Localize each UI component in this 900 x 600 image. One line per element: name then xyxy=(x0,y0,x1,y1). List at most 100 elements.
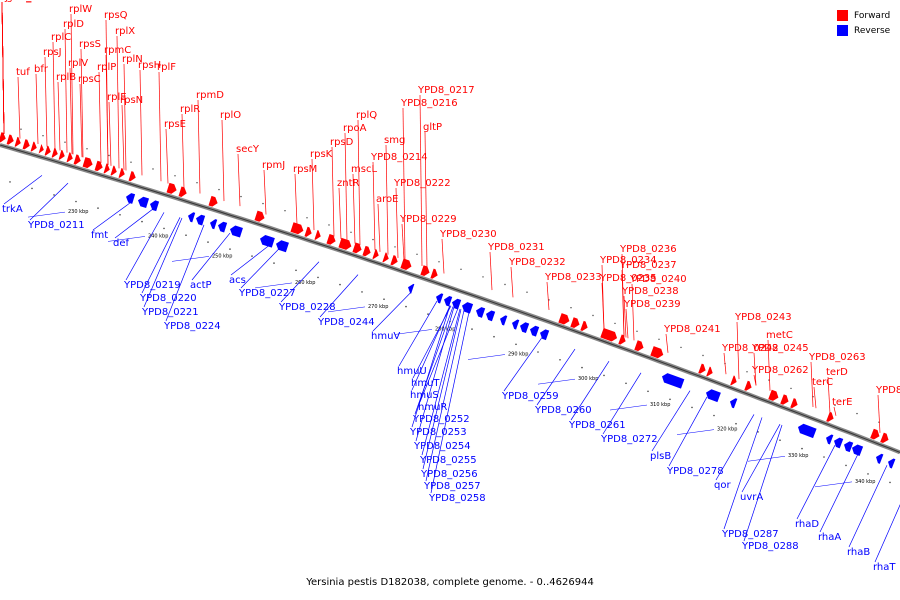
gene-label: terC xyxy=(812,377,833,388)
tick-leader xyxy=(537,378,576,385)
gene-leader xyxy=(92,201,132,231)
track-dot xyxy=(86,148,88,150)
reverse-gene xyxy=(408,283,415,294)
gene-leader xyxy=(767,339,771,391)
reverse-gene xyxy=(530,325,540,337)
forward-gene xyxy=(22,139,30,150)
gene-label: rpsS xyxy=(79,39,101,50)
track-dot xyxy=(504,283,506,286)
gene-label: YPD8_0240 xyxy=(629,274,687,285)
track-dot xyxy=(702,354,704,357)
gene-leader xyxy=(424,131,428,268)
genome-backbone-core xyxy=(0,144,900,453)
gene-leader xyxy=(411,305,451,428)
track-dot xyxy=(592,314,594,317)
track-dot xyxy=(801,447,803,450)
gene-leader xyxy=(197,99,201,194)
reverse-gene xyxy=(436,293,444,304)
forward-gene-shape xyxy=(254,210,265,222)
gene-label: YPD8_0270 xyxy=(0,0,57,3)
forward-gene-shape xyxy=(880,432,889,444)
track-dot xyxy=(603,374,605,377)
reverse-gene xyxy=(540,329,550,341)
gene-label: YPD8_0284 xyxy=(0,0,57,3)
gene-label: YPD8_0221 xyxy=(141,307,199,318)
gene-leader xyxy=(623,295,627,338)
tick-label: 300 kbp xyxy=(578,376,598,382)
track-dot xyxy=(185,234,187,236)
track-dot xyxy=(823,456,825,458)
track-dot xyxy=(889,481,891,484)
reverse-gene xyxy=(276,240,289,253)
gene-label: rpsJ xyxy=(43,47,62,58)
gene-label: YPD8_0263 xyxy=(808,352,866,363)
forward-gene-shape xyxy=(570,317,580,329)
gene-label: ssb xyxy=(0,0,17,3)
gene-label: rpoA xyxy=(343,123,367,134)
forward-gene xyxy=(382,252,389,263)
reverse-gene-shape xyxy=(444,296,453,307)
gene-leader xyxy=(422,309,462,470)
track-dot xyxy=(229,248,231,250)
gene-leader xyxy=(57,81,61,151)
gene-label: rhaT xyxy=(873,562,896,573)
forward-gene-shape xyxy=(118,168,125,178)
gene-leader xyxy=(398,300,438,367)
gene-label: gltP xyxy=(423,122,442,133)
reverse-gene-shape xyxy=(196,214,206,226)
gene-label: YPD8_0256 xyxy=(420,469,478,480)
gene-label: rplW xyxy=(69,4,92,15)
forward-gene-shape xyxy=(82,157,93,169)
gene-label: aroE xyxy=(376,194,398,205)
gene-leader xyxy=(570,361,610,421)
gene-label: YPD8_0287 xyxy=(721,529,779,540)
gene-leader xyxy=(741,424,781,493)
gene-label: YPD8_0216 xyxy=(400,98,458,109)
reverse-gene-shape xyxy=(408,283,415,294)
forward-gene-shape xyxy=(51,147,58,158)
gene-leader xyxy=(536,348,576,406)
gene-label: YPD8_0232 xyxy=(508,257,566,268)
reverse-gene-shape xyxy=(662,373,685,389)
forward-gene-shape xyxy=(14,136,21,147)
gene-label: YPD8_0236 xyxy=(619,244,677,255)
gene-leader xyxy=(819,453,859,533)
track-dot xyxy=(317,276,319,279)
forward-gene-shape xyxy=(326,233,336,245)
gene-leader xyxy=(715,414,755,481)
reverse-gene xyxy=(706,389,721,403)
track-dot xyxy=(636,330,638,332)
forward-gene xyxy=(58,149,65,160)
forward-gene xyxy=(110,165,117,176)
forward-gene xyxy=(634,340,644,352)
reverse-gene xyxy=(512,319,520,330)
gene-label: rplR xyxy=(180,104,200,115)
reverse-gene-shape xyxy=(150,200,160,212)
forward-gene xyxy=(166,182,177,194)
track-dot xyxy=(53,194,55,196)
reverse-gene-shape xyxy=(706,389,721,403)
track-dot xyxy=(196,182,198,184)
gene-leader xyxy=(419,94,423,267)
gene-label: hmuR xyxy=(418,402,447,413)
gene-leader xyxy=(874,504,900,563)
track-dot xyxy=(691,406,693,409)
forward-gene-shape xyxy=(44,145,51,156)
gene-leader xyxy=(372,292,412,332)
gene-leader xyxy=(165,224,205,322)
forward-gene xyxy=(420,265,430,277)
gene-leader xyxy=(17,76,21,139)
gene-leader xyxy=(1,1,5,134)
gene-leader xyxy=(419,308,459,403)
gene-leader xyxy=(415,306,455,442)
forward-gene-shape xyxy=(634,340,644,352)
forward-gene-shape xyxy=(372,249,379,259)
gene-label: YPD8_0217 xyxy=(417,85,475,96)
gene-leader xyxy=(665,333,669,353)
gene-label: YPD8_0224 xyxy=(163,321,221,332)
gene-label: YPD8_0230 xyxy=(439,229,497,240)
track-dot xyxy=(97,207,99,209)
gene-leader xyxy=(44,56,48,147)
reverse-gene xyxy=(462,302,474,314)
